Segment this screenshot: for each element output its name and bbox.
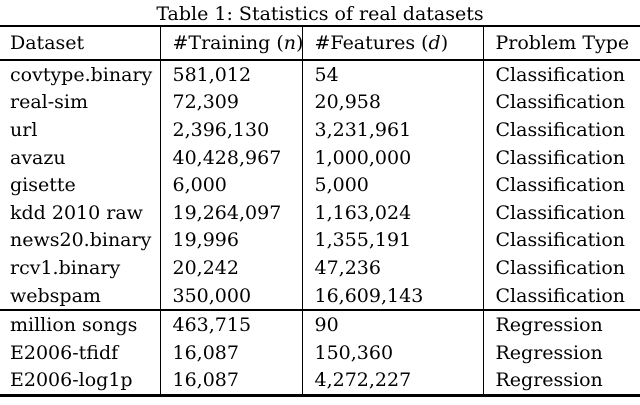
training-count-cell: 72,309 (159, 88, 302, 117)
problem-type-cell: Regression (482, 366, 640, 396)
problem-type-cell: Classification (482, 88, 640, 117)
training-count-cell: 581,012 (159, 60, 302, 89)
dataset-cell: gisette (10, 174, 76, 197)
table-caption: Table 1: Statistics of real datasets (156, 3, 484, 25)
features-count-cell: 1,000,000 (301, 143, 483, 172)
features-count-cell: 1,163,024 (301, 198, 483, 227)
header-row: Dataset #Training (n) #Features (d) Prob… (0, 25, 640, 61)
training-count-cell: 16,087 (159, 338, 302, 367)
table-row: url 2,396,130 3,231,961 Classification (0, 116, 640, 144)
features-count-cell: 47,236 (301, 254, 483, 282)
problem-type-cell: Classification (482, 226, 640, 255)
features-count-cell: 54 (301, 60, 483, 89)
table-row: news20.binary 19,996 1,355,191 Classific… (0, 226, 640, 255)
features-header-close: ) (440, 32, 449, 54)
col-header-problem-type: Problem Type (482, 25, 640, 61)
table-row: E2006-log1p 16,087 4,272,227 Regression (0, 366, 640, 396)
features-count-cell: 16,609,143 (301, 281, 483, 311)
dataset-cell: rcv1.binary (10, 256, 121, 279)
table-row: real-sim 72,309 20,958 Classification (0, 88, 640, 117)
table-row: covtype.binary 581,012 54 Classification (0, 60, 640, 89)
col-header-features: #Features (d) (301, 25, 483, 61)
table-row: webspam 350,000 16,609,143 Classificatio… (0, 281, 640, 311)
table-row: rcv1.binary 20,242 47,236 Classification (0, 254, 640, 282)
dataset-cell: url (10, 118, 38, 141)
training-count-cell: 19,996 (159, 226, 302, 255)
training-count-cell: 19,264,097 (159, 198, 302, 227)
training-count-cell: 350,000 (159, 281, 302, 311)
problem-type-cell: Classification (482, 143, 640, 172)
training-count-cell: 40,428,967 (159, 143, 302, 172)
features-count-cell: 1,355,191 (301, 226, 483, 255)
problem-type-cell: Classification (482, 116, 640, 144)
table-header: Dataset #Training (n) #Features (d) Prob… (0, 25, 640, 61)
dataset-cell: kdd 2010 raw (10, 201, 143, 224)
dataset-cell: E2006-tfidf (10, 341, 119, 364)
dataset-cell: E2006-log1p (10, 369, 133, 392)
features-var-d: d (428, 32, 441, 54)
table-row: million songs 463,715 90 Regression (0, 310, 640, 339)
problem-type-cell: Regression (482, 310, 640, 339)
features-count-cell: 90 (301, 310, 483, 339)
table-row: kdd 2010 raw 19,264,097 1,163,024 Classi… (0, 198, 640, 227)
table-row: avazu 40,428,967 1,000,000 Classificatio… (0, 143, 640, 172)
dataset-cell: covtype.binary (10, 63, 153, 86)
table-row: E2006-tfidf 16,087 150,360 Regression (0, 338, 640, 367)
problem-type-cell: Classification (482, 254, 640, 282)
features-count-cell: 3,231,961 (301, 116, 483, 144)
problem-type-cell: Regression (482, 338, 640, 367)
training-count-cell: 16,087 (159, 366, 302, 396)
datasets-table: Dataset #Training (n) #Features (d) Prob… (0, 25, 640, 398)
training-var-n: n (283, 32, 296, 54)
features-count-cell: 5,000 (301, 171, 483, 199)
col-header-dataset: Dataset (0, 25, 160, 61)
problem-type-cell: Classification (482, 281, 640, 311)
training-header-close: ) (296, 32, 302, 54)
training-count-cell: 463,715 (159, 310, 302, 339)
dataset-cell: real-sim (10, 91, 88, 114)
features-count-cell: 20,958 (301, 88, 483, 117)
problem-type-cell: Classification (482, 171, 640, 199)
features-header-text: #Features ( (314, 32, 429, 54)
dataset-cell: webspam (10, 284, 101, 307)
training-header-text: #Training ( (172, 32, 284, 54)
features-count-cell: 4,272,227 (301, 366, 483, 396)
col-header-training: #Training (n) (159, 25, 302, 61)
dataset-cell: news20.binary (10, 229, 152, 252)
dataset-cell: million songs (10, 314, 138, 337)
problem-type-cell: Classification (482, 198, 640, 227)
training-count-cell: 20,242 (159, 254, 302, 282)
classification-section: covtype.binary 581,012 54 Classification… (0, 60, 640, 311)
training-count-cell: 2,396,130 (159, 116, 302, 144)
dataset-cell: avazu (10, 146, 66, 169)
training-count-cell: 6,000 (159, 171, 302, 199)
table-row: gisette 6,000 5,000 Classification (0, 171, 640, 199)
problem-type-cell: Classification (482, 60, 640, 89)
regression-section: million songs 463,715 90 Regression E200… (0, 310, 640, 396)
features-count-cell: 150,360 (301, 338, 483, 367)
